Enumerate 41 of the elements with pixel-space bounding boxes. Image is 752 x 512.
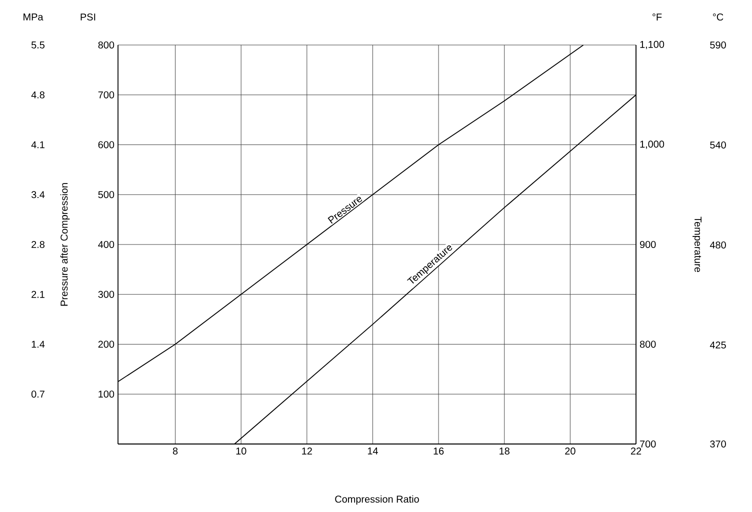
x-tick-label: 14 <box>368 448 378 454</box>
y3-tick-label: 1.4 <box>32 340 45 348</box>
y3-tick-label: 4.8 <box>31 91 44 98</box>
y3-tick-label: 4.1 <box>31 141 44 148</box>
text: 370 <box>710 440 726 448</box>
y-tick-label: 800 <box>98 41 114 49</box>
x-axis-title: Compression Ratio <box>335 495 419 505</box>
y3-tick-label: 0.7 <box>31 390 44 398</box>
y-axis-title: Pressure after Compression <box>60 183 70 306</box>
x-tick-label: 10 <box>236 448 246 455</box>
x-tick-label: 20 <box>565 448 576 455</box>
x-tick-label: 12 <box>302 448 312 454</box>
y2-tick-label: 700 <box>640 440 656 448</box>
y2-axis-title: Temperature <box>692 216 702 272</box>
y2-tick-label: 900 <box>640 240 656 248</box>
y-tick-label: 400 <box>98 240 114 248</box>
y2-tick-label: 800 <box>640 340 656 348</box>
x-tick-label: 8 <box>172 448 178 455</box>
y2-tick-label: 1,100 <box>640 40 664 50</box>
y-tick-label: 200 <box>98 340 114 348</box>
y3-tick-label: 5.5 <box>31 42 45 48</box>
y-tick-label: 700 <box>98 91 114 98</box>
y3-tick-label: 2.8 <box>32 240 44 248</box>
text: 540 <box>710 141 726 149</box>
y-tick-label: 600 <box>98 141 114 148</box>
x-tick-label: 18 <box>500 448 510 455</box>
text: °F <box>652 14 662 20</box>
y2-tick-label: 1,000 <box>640 140 664 149</box>
y-tick-label: 100 <box>98 390 114 398</box>
x-tick-label: 22 <box>630 448 642 454</box>
text: 425 <box>710 341 726 349</box>
text: 590 <box>710 41 726 49</box>
text: °C <box>713 13 724 21</box>
y-tick-label: 300 <box>98 290 114 298</box>
x-tick-label: 16 <box>434 448 444 455</box>
y-tick-label: 500 <box>98 191 114 198</box>
y3-axis-title: MPa <box>24 14 44 20</box>
text: 480 <box>710 241 726 249</box>
y3-tick-label: 3.4 <box>31 191 45 198</box>
text: PSI <box>80 13 96 21</box>
y3-tick-label: 2.1 <box>32 290 44 298</box>
